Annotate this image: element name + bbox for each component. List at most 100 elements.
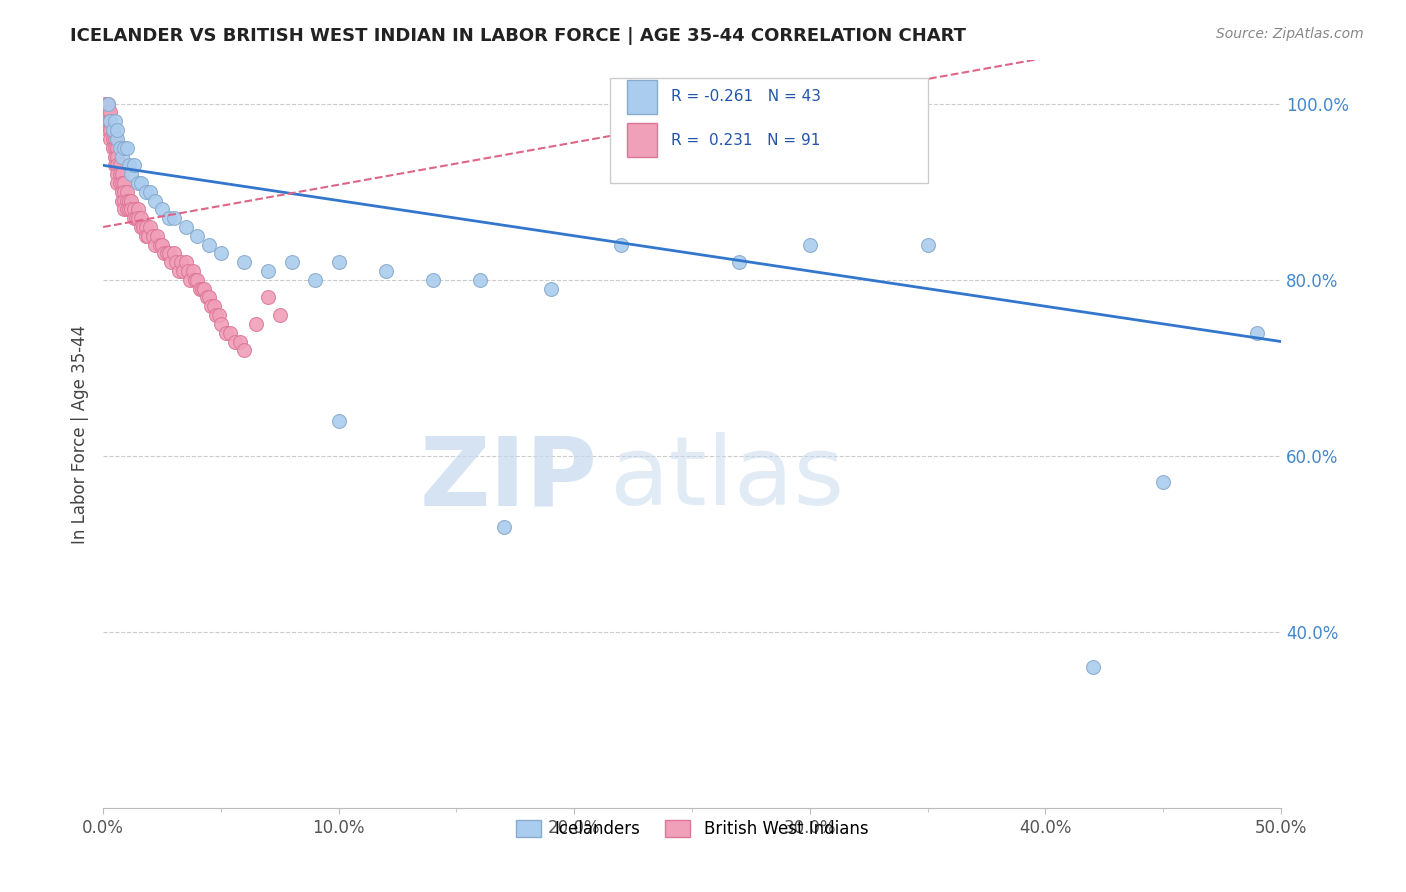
Point xyxy=(233,343,256,358)
Point xyxy=(1081,660,1104,674)
Point xyxy=(94,114,117,128)
Point xyxy=(111,185,134,199)
Point xyxy=(184,273,207,287)
Text: atlas: atlas xyxy=(610,433,845,525)
Point xyxy=(129,211,152,226)
Point xyxy=(193,282,215,296)
Point xyxy=(728,255,751,269)
Point xyxy=(129,219,152,234)
Point xyxy=(149,237,172,252)
Text: ZIP: ZIP xyxy=(420,433,598,525)
Point xyxy=(120,202,142,217)
Point xyxy=(122,202,145,217)
Point xyxy=(1246,326,1268,340)
Point xyxy=(143,194,166,208)
Point xyxy=(111,194,134,208)
Point xyxy=(104,132,127,146)
Point xyxy=(105,123,128,137)
Point xyxy=(468,273,491,287)
Point xyxy=(97,105,120,120)
Point xyxy=(150,202,173,217)
Point xyxy=(108,158,131,172)
Point xyxy=(202,299,225,313)
Point xyxy=(209,246,232,260)
Point xyxy=(374,264,396,278)
Point xyxy=(120,194,142,208)
Point xyxy=(105,149,128,163)
Point xyxy=(229,334,252,349)
Point xyxy=(104,114,127,128)
Point xyxy=(799,237,821,252)
Point xyxy=(118,194,141,208)
FancyBboxPatch shape xyxy=(627,123,657,157)
Point xyxy=(111,176,134,190)
Point xyxy=(108,167,131,181)
Point xyxy=(104,149,127,163)
Point xyxy=(101,132,124,146)
Point xyxy=(209,317,232,331)
Point xyxy=(101,141,124,155)
Point xyxy=(139,219,162,234)
Point xyxy=(112,194,135,208)
Point xyxy=(111,167,134,181)
Point xyxy=(245,317,267,331)
Point xyxy=(112,185,135,199)
Point xyxy=(135,228,157,243)
Point xyxy=(157,211,180,226)
Point xyxy=(156,246,179,260)
Point xyxy=(118,202,141,217)
Point xyxy=(207,308,229,322)
Point xyxy=(115,194,138,208)
Point xyxy=(108,141,131,155)
FancyBboxPatch shape xyxy=(610,78,928,183)
Point xyxy=(280,255,302,269)
Point xyxy=(115,202,138,217)
Text: R = -0.261   N = 43: R = -0.261 N = 43 xyxy=(671,89,821,104)
Point xyxy=(139,185,162,199)
Point xyxy=(105,132,128,146)
Point xyxy=(122,158,145,172)
Point xyxy=(146,228,169,243)
Point xyxy=(219,326,242,340)
Point xyxy=(163,246,186,260)
Point xyxy=(170,255,193,269)
Point xyxy=(104,158,127,172)
Point xyxy=(257,290,280,304)
Point xyxy=(101,123,124,137)
Point xyxy=(129,176,152,190)
Text: R =  0.231   N = 91: R = 0.231 N = 91 xyxy=(671,133,820,147)
Point xyxy=(97,123,120,137)
Point xyxy=(136,228,159,243)
Point xyxy=(328,414,350,428)
Point xyxy=(111,149,134,163)
Point xyxy=(98,114,121,128)
Point xyxy=(98,132,121,146)
Point xyxy=(181,264,204,278)
Point xyxy=(127,211,149,226)
Point xyxy=(122,211,145,226)
Point xyxy=(127,202,149,217)
Point xyxy=(112,202,135,217)
Point xyxy=(257,264,280,278)
Point xyxy=(191,282,214,296)
Point xyxy=(186,228,208,243)
Point xyxy=(150,237,173,252)
Point xyxy=(167,264,190,278)
Point xyxy=(179,273,201,287)
Point xyxy=(422,273,444,287)
Point xyxy=(108,176,131,190)
Point xyxy=(188,282,211,296)
Text: ICELANDER VS BRITISH WEST INDIAN IN LABOR FORCE | AGE 35-44 CORRELATION CHART: ICELANDER VS BRITISH WEST INDIAN IN LABO… xyxy=(70,27,966,45)
Point xyxy=(112,176,135,190)
Legend: Icelanders, British West Indians: Icelanders, British West Indians xyxy=(509,814,875,845)
Point xyxy=(200,299,222,313)
Point xyxy=(153,246,176,260)
Point xyxy=(917,237,939,252)
Point xyxy=(160,255,183,269)
FancyBboxPatch shape xyxy=(627,79,657,113)
Point xyxy=(142,228,165,243)
Point xyxy=(304,273,326,287)
Point xyxy=(165,255,187,269)
Point xyxy=(97,96,120,111)
Point xyxy=(105,158,128,172)
